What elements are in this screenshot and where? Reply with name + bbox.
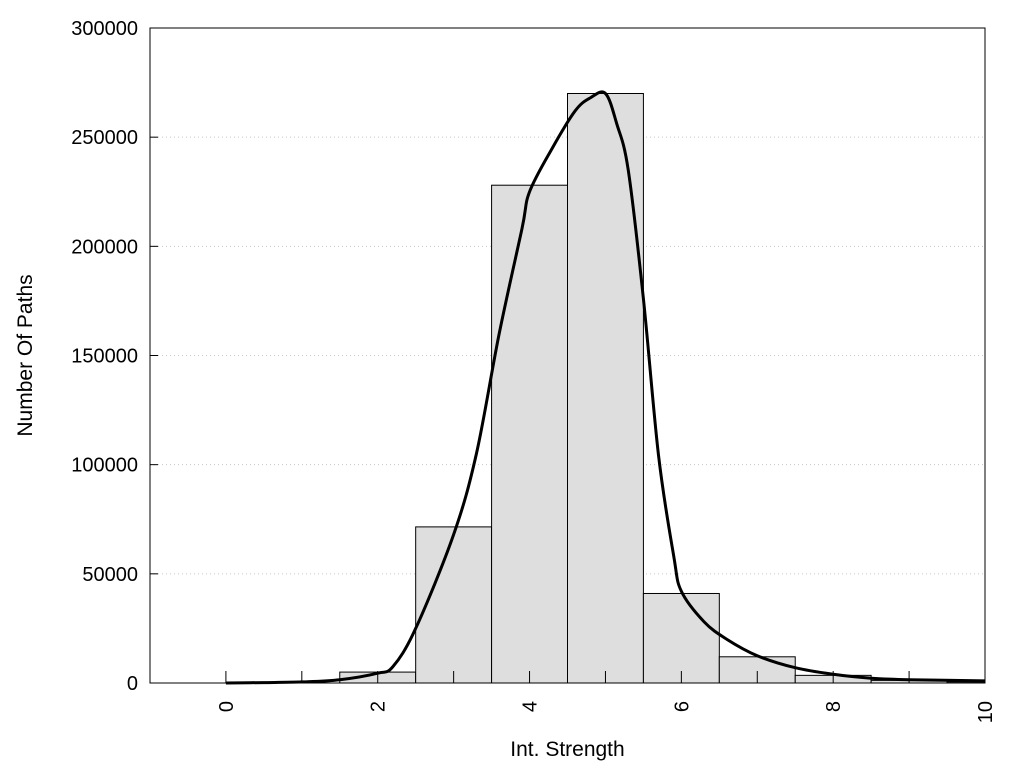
y-axis-ticks: 0 50000 100000 150000 200000 250000 300000 [71,18,158,695]
x-axis-title: Int. Strength [510,738,624,761]
y-tick-label: 50000 [82,564,138,586]
histogram-bar [642,592,720,684]
y-tick-label: 100000 [71,455,138,477]
y-tick-label: 200000 [71,236,138,258]
y-axis-title: Number Of Paths [14,274,37,436]
y-tick-label: 250000 [71,127,138,149]
x-tick-label: 2 [368,701,390,712]
x-tick-label: 0 [216,701,238,712]
histogram-bars [339,93,986,684]
y-tick-label: 300000 [71,18,138,40]
x-tick-label: 8 [823,701,845,712]
y-tick-label: 0 [127,673,138,695]
x-tick-label: 4 [520,701,542,712]
fit-curve-line [225,90,986,685]
histogram-bar [567,93,644,684]
y-tick-label: 150000 [71,346,138,368]
x-axis-ticks: 0 2 4 6 8 10 [216,671,997,723]
histogram-bar [491,184,568,684]
x-tick-label: 10 [975,701,997,723]
fit-curve [225,90,986,685]
x-tick-label: 6 [671,701,693,712]
